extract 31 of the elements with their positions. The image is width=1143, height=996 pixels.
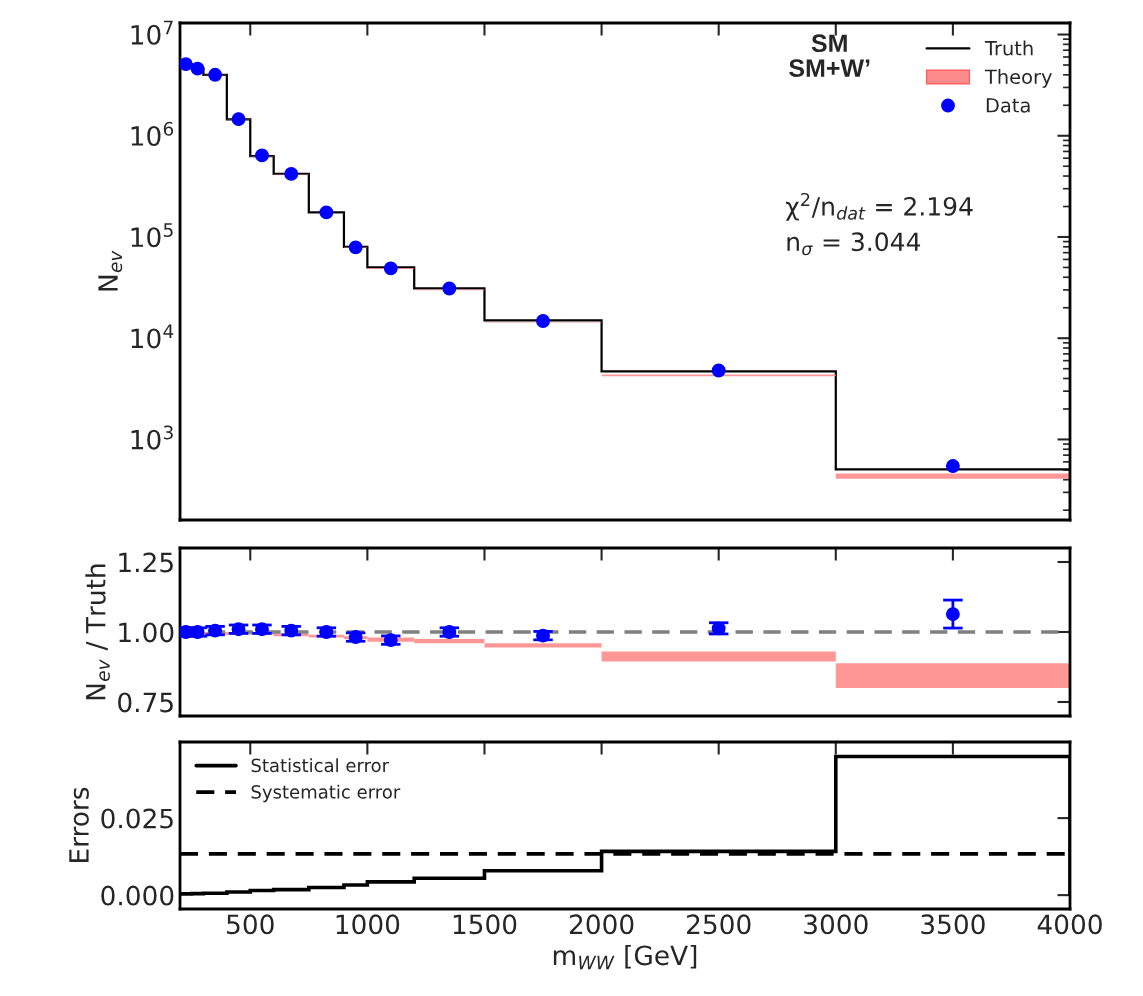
y-tick-label: 10$^{7}$ [131,20,173,45]
y-tick-label: 0.000 [101,885,174,906]
y-tick-label: 0.75 [118,692,173,713]
x-tick-label: 3000 [804,914,868,935]
legend-label: Statistical error [251,758,390,773]
legend-label: Data [986,98,1030,113]
x-tick-label: 500 [227,914,274,935]
annotation: n$_{σ}$ = 3.044 [787,232,921,256]
y-tick-label: 1.25 [119,552,173,573]
y-tick-label: 10$^{6}$ [131,121,174,146]
x-tick-label: 4000 [1037,914,1102,935]
y-axis-title: Errors [69,787,89,862]
y-tick-label: 1.00 [119,622,174,643]
x-tick-label: 3500 [921,914,985,935]
legend-label: Systematic error [251,784,401,803]
y-tick-label: 10$^{4}$ [131,324,174,349]
x-axis-title: m$_{WW}$ [GeV] [553,944,697,970]
x-tick-label: 2500 [687,914,751,935]
legend-label: Theory [984,69,1052,88]
y-tick-label: 0.025 [101,808,173,829]
y-axis-title: N$_{ev}$ / Truth [85,564,110,700]
x-tick-label: 2000 [569,914,634,935]
x-tick-label: 1000 [336,914,400,935]
legend-label: Truth [984,40,1033,56]
annotation: χ$^{2}$/n$_{dat}$ = 2.194 [785,192,973,221]
x-tick-label: 1500 [453,914,517,935]
y-axis-title: N$_{ev}$ [98,250,123,291]
y-tick-label: 10$^{3}$ [131,425,173,450]
annotation: SM [811,34,847,53]
annotation: SM+W’ [789,59,870,77]
y-tick-label: 10$^{5}$ [131,223,173,248]
